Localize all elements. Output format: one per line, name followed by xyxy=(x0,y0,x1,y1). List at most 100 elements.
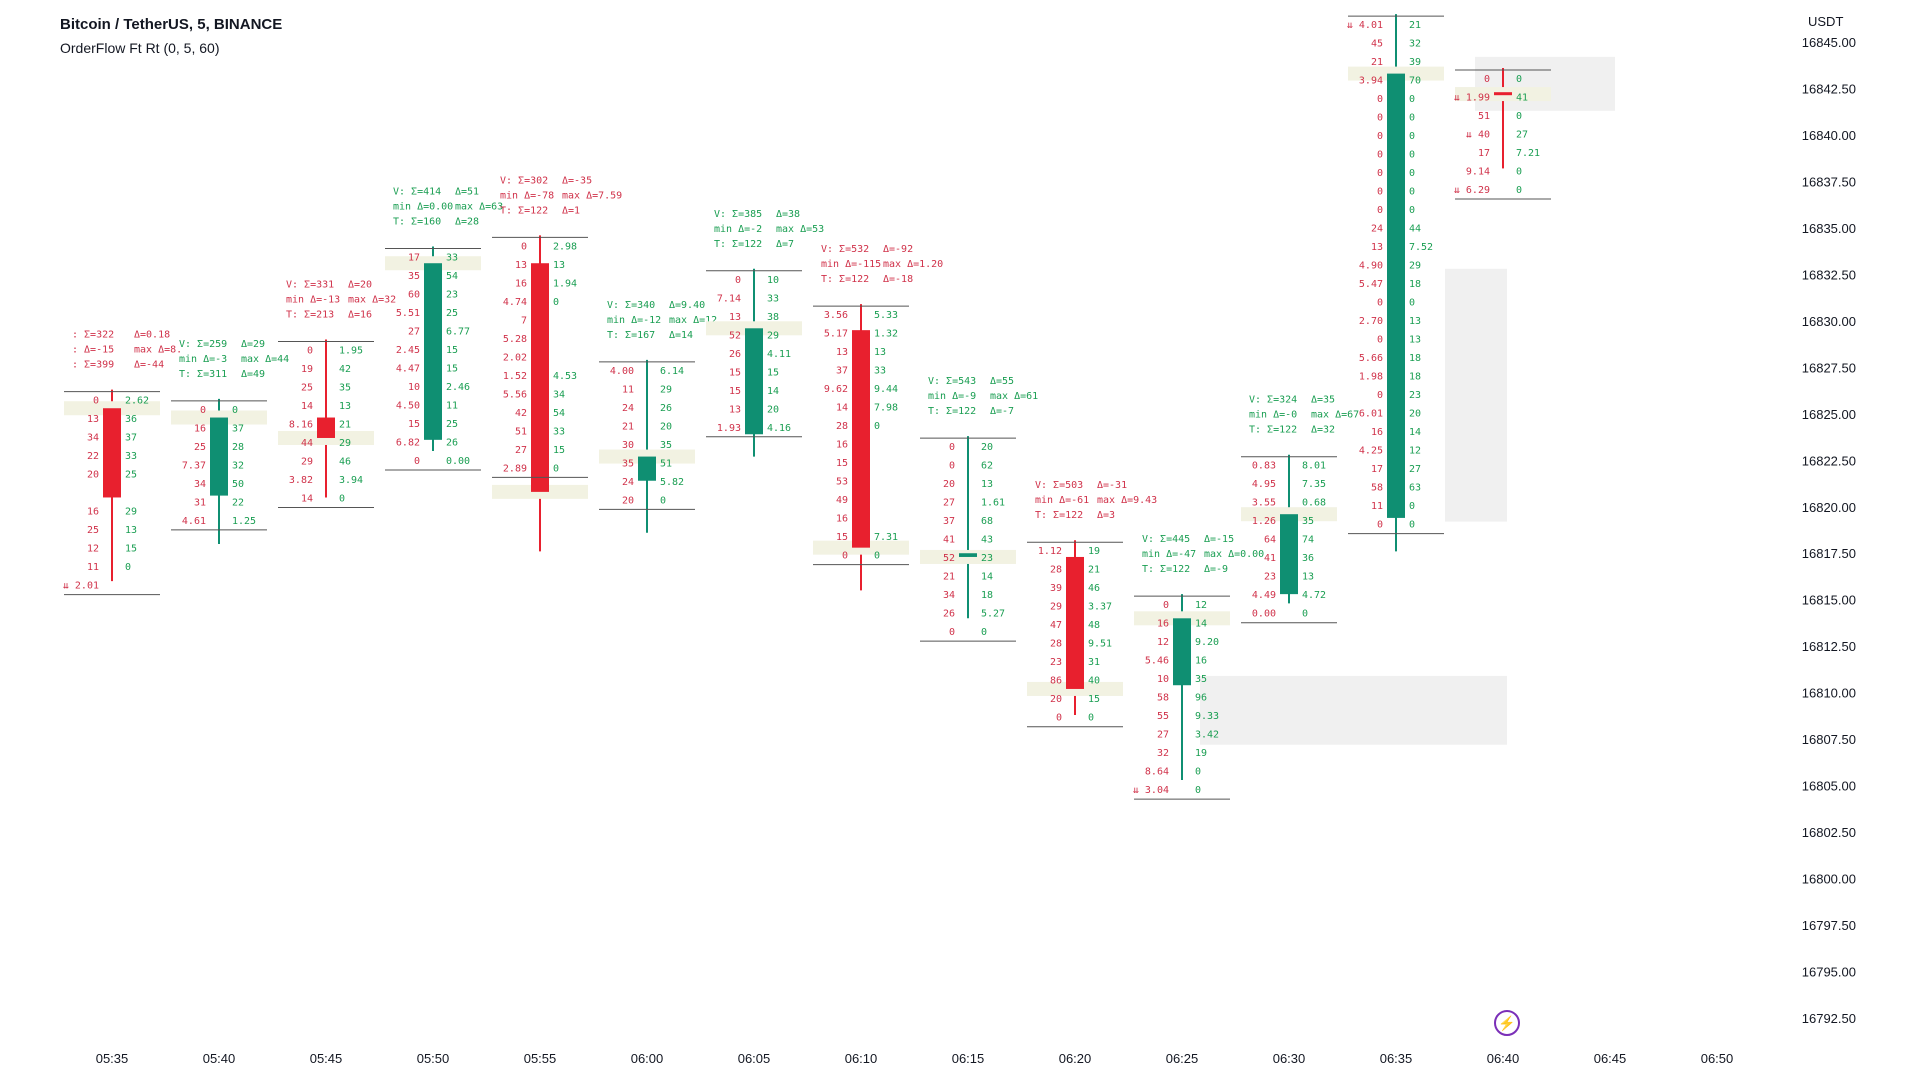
candle-stat: min Δ=-12 xyxy=(607,315,661,326)
candle-05:50[interactable]: 17 33 35 54 60 23 5.51 25 27 6.77 2.45 15 4.47 15 10 2.… xyxy=(385,186,503,471)
ask-volume: 0 xyxy=(660,495,666,506)
bid-volume: 5.56 xyxy=(503,389,527,400)
bid-volume: 5.28 xyxy=(503,334,527,345)
candle-body xyxy=(210,417,228,496)
ask-volume: 44 xyxy=(1409,224,1421,235)
price-tick-label: 16797.50 xyxy=(1802,918,1856,933)
bid-volume: 2.45 xyxy=(396,345,420,356)
bid-volume: 42 xyxy=(515,408,527,419)
ask-volume: 14 xyxy=(767,386,779,397)
bid-volume: 0 xyxy=(1377,390,1383,401)
bid-volume: 0 xyxy=(1377,150,1383,161)
bid-volume: 37 xyxy=(943,516,955,527)
candle-stat: max Δ=53 xyxy=(776,224,824,235)
bid-volume: 7 xyxy=(521,315,527,326)
candle-stat: min Δ=-2 xyxy=(714,224,762,235)
time-axis[interactable]: 05:35 05:40 05:45 05:50 05:55 06:00 06:05 06:10… xyxy=(96,1051,1734,1066)
bid-volume: 86 xyxy=(1050,676,1062,687)
time-tick-label: 06:35 xyxy=(1380,1051,1413,1066)
bid-volume: 6.82 xyxy=(396,437,420,448)
candle-06:15[interactable]: 0 20 0 62 20 13 27 1.61 37 68 41 43 52 23 21 14 34 18 26 5.… xyxy=(920,376,1038,642)
bid-volume: 22 xyxy=(87,451,99,462)
candle-06:25[interactable]: 0 12 16 14 12 9.20 5.46 16 10 35 58 96 55 9.33 27 3.42 3… xyxy=(1132,534,1264,800)
bid-volume: 3.55 xyxy=(1252,498,1276,509)
ask-volume: 62 xyxy=(981,461,993,472)
bid-volume: 7.37 xyxy=(182,460,206,471)
lightning-icon[interactable]: ⚡ xyxy=(1494,1010,1520,1036)
price-tick-label: 16795.00 xyxy=(1802,965,1856,980)
candle-stat: max Δ=63 xyxy=(455,201,503,212)
bid-volume: 39 xyxy=(1050,583,1062,594)
candle-06:40[interactable]: 0 0 ⇊ 1.99 41 51 0 ⇊ 40 27 17 7.21 9.14 0 ⇊ 6.29 0 xyxy=(1453,68,1551,200)
ask-volume: 14 xyxy=(981,572,993,583)
bid-volume: 21 xyxy=(943,572,955,583)
ask-volume: 19 xyxy=(1195,748,1207,759)
ask-volume: 21 xyxy=(339,419,351,430)
bid-volume: 25 xyxy=(87,525,99,536)
candle-06:35[interactable]: ⇊ 4.01 21 45 32 21 39 3.94 70 0 0 0 0 0 0 0 0 0 0 0 0 0 0 24 44… xyxy=(1346,14,1444,552)
ask-volume: 35 xyxy=(1195,674,1207,685)
ask-volume: 37 xyxy=(232,423,244,434)
candle-06:05[interactable]: 0 10 7.14 33 13 38 52 29 26 4.11 15 15 15 14 13 20 1.93 4… xyxy=(706,209,824,457)
bid-volume: 41 xyxy=(943,535,955,546)
candle-stat: max Δ=44 xyxy=(241,354,289,365)
candle-stat: max Δ=32 xyxy=(348,294,396,305)
bid-volume: 21 xyxy=(622,421,634,432)
ask-volume: 35 xyxy=(339,382,351,393)
candle-stat: Δ=3 xyxy=(1097,510,1115,521)
candle-stat: Δ=16 xyxy=(348,309,372,320)
ask-volume: 23 xyxy=(981,553,993,564)
bid-volume: 4.25 xyxy=(1359,446,1383,457)
bid-volume: 0 xyxy=(1377,335,1383,346)
candle-05:45[interactable]: 0 1.95 19 42 25 35 14 13 8.16 21 44 29 29 46 3.82 3.94 1… xyxy=(278,279,396,508)
price-tick-label: 16832.50 xyxy=(1802,267,1856,282)
candle-06:10[interactable]: 3.56 5.33 5.17 1.32 13 13 37 33 9.62 9.44 14 7.98 28… xyxy=(813,244,943,591)
ask-volume: 32 xyxy=(1409,39,1421,50)
bid-volume: 31 xyxy=(194,497,206,508)
price-axis[interactable]: 16845.00 16842.50 16840.00 16837.50 16835.00… xyxy=(1802,35,1856,1026)
candle-stat: : Σ=399 xyxy=(72,360,114,371)
bid-volume: 9.14 xyxy=(1466,167,1490,178)
bid-volume: 13 xyxy=(836,347,848,358)
ask-volume: 7.98 xyxy=(874,403,898,414)
candle-06:20[interactable]: 1.12 19 28 21 39 46 29 3.37 47 48 28 9.51 23 31 86 40 20… xyxy=(1027,480,1157,728)
price-tick-label: 16840.00 xyxy=(1802,128,1856,143)
candle-stat: T: Σ=122 xyxy=(500,205,548,216)
ask-volume: 13 xyxy=(981,479,993,490)
bid-volume: 15 xyxy=(729,367,741,378)
candle-body xyxy=(424,263,442,440)
candle-05:35[interactable]: 0 2.62 13 36 34 37 22 33 20 25 16 29 25 13 12 15 11 0 ⇊ 2.… xyxy=(62,330,182,596)
ask-volume: 35 xyxy=(1302,516,1314,527)
time-tick-label: 05:45 xyxy=(310,1051,343,1066)
candle-stat: max Δ=7.59 xyxy=(562,190,622,201)
ask-volume: 1.61 xyxy=(981,498,1005,509)
ask-volume: 2.46 xyxy=(446,382,470,393)
indicator-label[interactable]: OrderFlow Ft Rt (0, 5, 60) xyxy=(60,40,220,56)
value-area-zones xyxy=(1200,56,1615,745)
candle-stat: V: Σ=302 xyxy=(500,175,548,186)
ask-volume: 26 xyxy=(446,437,458,448)
candle-stat: T: Σ=122 xyxy=(928,406,976,417)
ask-volume: 26 xyxy=(660,403,672,414)
ask-volume: 28 xyxy=(232,442,244,453)
candle-06:30[interactable]: 0.83 8.01 4.95 7.35 3.55 0.68 1.26 35 64 74 41 36 23… xyxy=(1241,395,1359,624)
candle-05:55[interactable]: 0 2.98 13 13 16 1.94 4.74 0 7 5.28 2.02 1.52 4.53 5.5… xyxy=(492,175,622,552)
ask-volume: 37 xyxy=(125,433,137,444)
bid-volume: 4.95 xyxy=(1252,479,1276,490)
symbol-title[interactable]: Bitcoin / TetherUS, 5, BINANCE xyxy=(60,16,283,33)
ask-volume: 33 xyxy=(767,293,779,304)
candle-stat: T: Σ=122 xyxy=(1142,564,1190,575)
ask-volume: 1.25 xyxy=(232,516,256,527)
candle-05:40[interactable]: 0 0 16 37 25 28 7.37 32 34 50 31 22 4.61 1.25 V: Σ=259… xyxy=(171,339,289,544)
price-tick-label: 16810.00 xyxy=(1802,686,1856,701)
bid-volume: 24 xyxy=(1371,224,1383,235)
ask-volume: 0.00 xyxy=(446,456,470,467)
ask-volume: 25 xyxy=(446,308,458,319)
ask-volume: 54 xyxy=(553,408,565,419)
bid-volume: 27 xyxy=(943,498,955,509)
ask-volume: 40 xyxy=(1088,676,1100,687)
ask-volume: 15 xyxy=(1088,694,1100,705)
ask-volume: 46 xyxy=(339,456,351,467)
candle-06:00[interactable]: 4.00 6.14 11 29 24 26 21 20 30 35 35 51 24 5.82 20 0 V: … xyxy=(599,300,717,533)
